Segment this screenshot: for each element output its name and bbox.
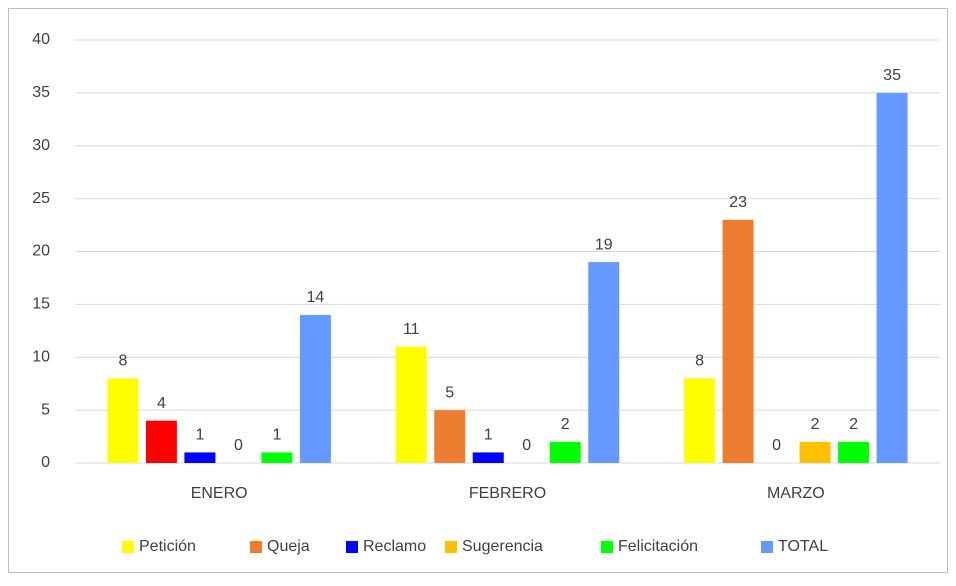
bar — [434, 410, 466, 463]
y-tick-label: 5 — [41, 401, 50, 418]
bar — [838, 441, 870, 463]
data-label: 35 — [883, 67, 901, 84]
legend-label: Reclamo — [363, 538, 426, 555]
legend-label: Petición — [139, 538, 196, 555]
bar — [684, 378, 716, 463]
y-tick-label: 15 — [32, 296, 50, 313]
legend-label: Queja — [267, 538, 310, 555]
data-label: 1 — [195, 427, 204, 444]
bar — [261, 452, 293, 463]
data-label: 2 — [561, 416, 570, 433]
legend-label: TOTAL — [778, 538, 828, 555]
bar — [472, 452, 504, 463]
bar — [184, 452, 216, 463]
data-label: 1 — [272, 427, 281, 444]
legend-swatch — [122, 541, 134, 553]
data-label: 1 — [484, 427, 493, 444]
bar — [722, 219, 754, 463]
y-tick-label: 0 — [41, 454, 50, 471]
y-tick-label: 40 — [32, 31, 50, 48]
bar — [876, 92, 908, 463]
bar — [395, 346, 427, 463]
bar — [145, 420, 177, 463]
data-label: 2 — [811, 416, 820, 433]
y-tick-label: 20 — [32, 243, 50, 260]
bar — [299, 314, 331, 463]
y-tick-label: 25 — [32, 190, 50, 207]
data-label: 0 — [772, 437, 781, 454]
legend-swatch — [761, 541, 773, 553]
x-tick-label: FEBRERO — [469, 485, 546, 502]
data-label: 2 — [849, 416, 858, 433]
data-label: 19 — [595, 236, 613, 253]
legend-label: Sugerencia — [462, 538, 543, 555]
y-tick-label: 10 — [32, 348, 50, 365]
data-label: 14 — [307, 289, 325, 306]
data-label: 11 — [403, 321, 420, 338]
bar — [107, 378, 139, 463]
bar — [799, 441, 831, 463]
x-tick-label: MARZO — [767, 485, 825, 502]
chart-border — [8, 8, 948, 573]
data-label: 0 — [522, 437, 531, 454]
x-tick-label: ENERO — [191, 485, 248, 502]
legend-swatch — [445, 541, 457, 553]
data-label: 0 — [234, 437, 243, 454]
y-tick-label: 30 — [32, 137, 50, 154]
bar — [549, 441, 581, 463]
legend-swatch — [346, 541, 358, 553]
legend-swatch — [601, 541, 613, 553]
data-label: 8 — [118, 353, 127, 370]
data-label: 8 — [695, 353, 704, 370]
legend-label: Felicitación — [618, 538, 698, 555]
legend-swatch — [250, 541, 262, 553]
data-label: 23 — [729, 194, 747, 211]
bar — [588, 262, 620, 463]
data-label: 4 — [157, 395, 166, 412]
data-label: 5 — [445, 384, 454, 401]
y-tick-label: 35 — [32, 84, 50, 101]
